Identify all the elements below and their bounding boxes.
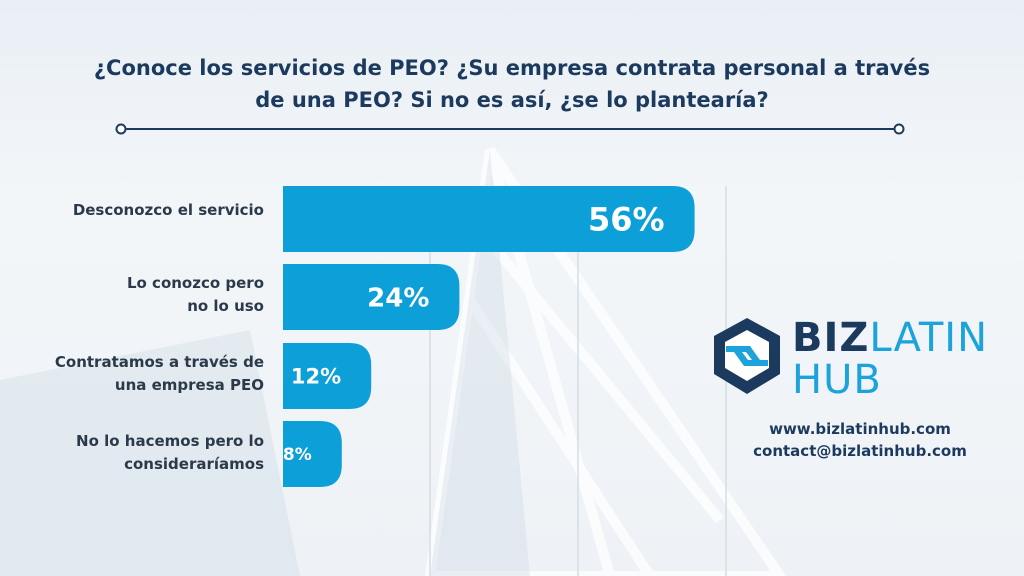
bar-4	[283, 421, 342, 487]
logo-mark-icon	[714, 318, 780, 394]
email-link[interactable]: contact@bizlatinhub.com	[753, 442, 967, 460]
title-line-2: de una PEO? Si no es así, ¿se lo plantea…	[255, 88, 769, 112]
category-label-4: No lo hacemos pero lo consideraríamos	[76, 432, 264, 473]
logo-word-hub: HUB	[792, 357, 882, 403]
bar-1	[283, 186, 695, 252]
bar-3	[283, 343, 372, 409]
logo-word-latin: LATIN	[869, 315, 988, 361]
chart-title: ¿Conoce los servicios de PEO? ¿Su empres…	[60, 52, 964, 116]
logo-word-biz: BIZ	[792, 315, 870, 361]
bar-value-label-4: 8%	[283, 445, 312, 465]
title-line-1: ¿Conoce los servicios de PEO? ¿Su empres…	[93, 56, 931, 80]
category-label-2: Lo conozco pero no lo uso	[126, 274, 264, 315]
bar-value-label-3: 12%	[291, 365, 341, 389]
logo-wordmark-top: BIZLATIN	[792, 318, 988, 358]
category-label-1: Desconozco el servicio	[72, 201, 264, 219]
bizlatinhub-logo: BIZLATIN HUB	[712, 312, 987, 403]
title-divider	[115, 123, 905, 135]
website-link[interactable]: www.bizlatinhub.com	[769, 420, 951, 438]
bar-value-label-2: 24%	[367, 283, 429, 313]
bar-value-label-1: 56%	[588, 201, 665, 239]
category-label-3: Contratamos a través de una empresa PEO	[54, 353, 264, 394]
bar-2	[283, 264, 460, 330]
